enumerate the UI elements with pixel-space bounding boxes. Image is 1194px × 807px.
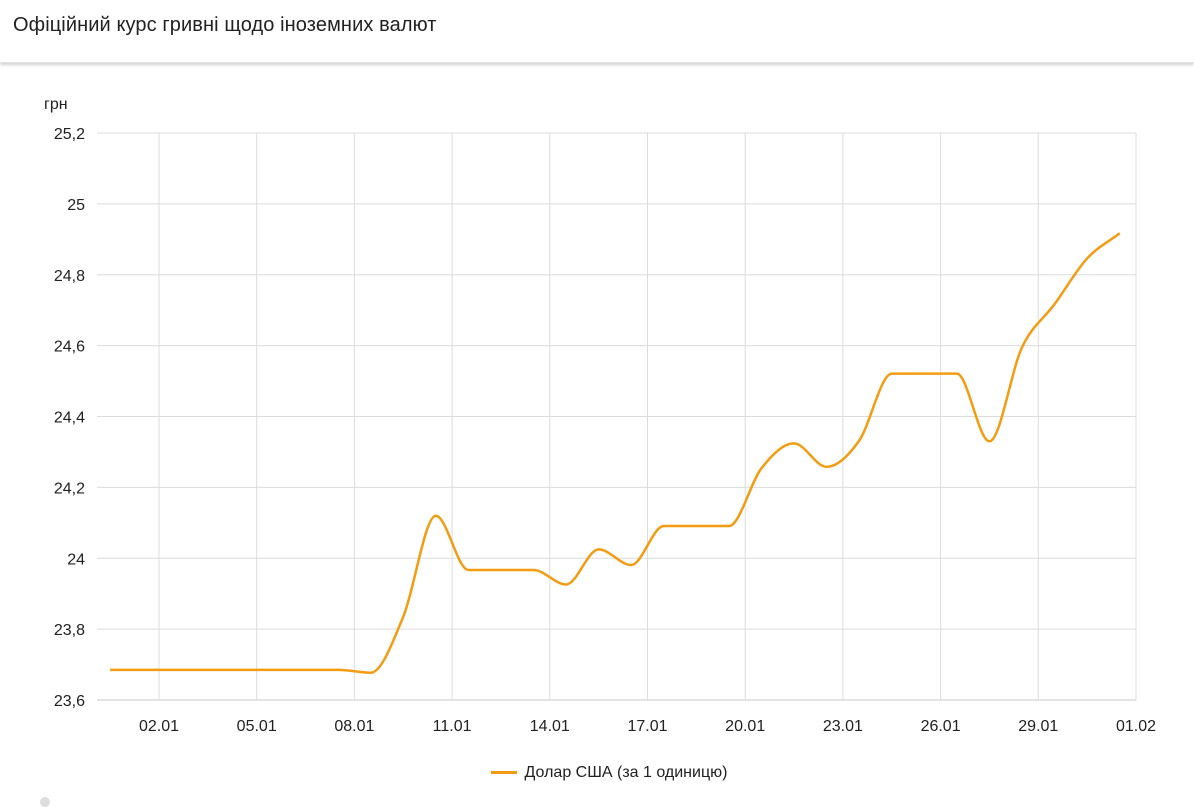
header: Офіційний курс гривні щодо іноземних вал… <box>0 0 1194 63</box>
y-tick-label: 24,6 <box>54 339 85 356</box>
y-axis-label: грн <box>44 96 68 113</box>
x-axis: 02.01 05.01 08.01 11.01 14.01 17.01 20.01 23.01… <box>139 718 1156 735</box>
x-tick-label: 29.01 <box>1018 718 1058 735</box>
scroll-indicator <box>40 797 50 807</box>
grid <box>97 132 1137 701</box>
x-tick-label: 17.01 <box>627 718 667 735</box>
x-tick-label: 05.01 <box>237 718 277 735</box>
y-tick-label: 25 <box>67 197 85 214</box>
x-tick-label: 01.02 <box>1116 718 1156 735</box>
legend-label: Долар США (за 1 одиницю) <box>524 764 728 781</box>
x-tick-label: 23.01 <box>823 718 863 735</box>
legend[interactable]: Долар США (за 1 одиницю) <box>0 764 1194 782</box>
y-tick-label: 24,8 <box>54 268 85 285</box>
x-tick-label: 08.01 <box>334 718 374 735</box>
x-tick-label: 26.01 <box>921 718 961 735</box>
legend-swatch <box>490 771 517 775</box>
x-tick-label: 20.01 <box>725 718 765 735</box>
series-line-usd <box>110 232 1121 674</box>
y-tick-label: 25,2 <box>54 126 85 143</box>
y-tick-label: 24 <box>67 551 85 568</box>
y-tick-label: 23,8 <box>54 622 85 639</box>
x-tick-label: 11.01 <box>433 718 472 735</box>
y-axis: 23,6 23,8 24 24,2 24,4 24,6 24,8 25 25,2 <box>54 126 85 710</box>
y-tick-label: 24,4 <box>54 410 85 427</box>
x-tick-label: 14.01 <box>530 718 570 735</box>
x-tick-label: 02.01 <box>139 718 179 735</box>
y-tick-label: 23,6 <box>54 693 85 710</box>
page-title: Офіційний курс гривні щодо іноземних вал… <box>13 14 437 36</box>
y-tick-label: 24,2 <box>54 480 85 497</box>
